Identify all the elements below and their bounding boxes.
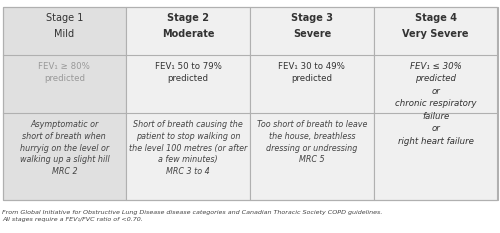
- Text: Too short of breath to leave
the house, breathless
dressing or undressing
MRC 5: Too short of breath to leave the house, …: [256, 120, 367, 164]
- Text: Moderate: Moderate: [162, 29, 214, 39]
- Bar: [2, 7, 126, 200]
- Text: FEV₁ 30 to 49%
predicted: FEV₁ 30 to 49% predicted: [278, 62, 345, 83]
- Text: Stage 2: Stage 2: [167, 13, 209, 23]
- Text: Stage 4: Stage 4: [414, 13, 457, 23]
- Bar: [2, 7, 498, 200]
- Text: From Global Initiative for Obstructive Lung Disease disease categories and Canad: From Global Initiative for Obstructive L…: [2, 210, 383, 222]
- Bar: [250, 7, 374, 200]
- Text: FEV₁ ≤ 30%
predicted
or
chronic respiratory
failure
or
right heart failure: FEV₁ ≤ 30% predicted or chronic respirat…: [395, 62, 476, 146]
- Text: FEV₁ 50 to 79%
predicted: FEV₁ 50 to 79% predicted: [154, 62, 222, 83]
- Text: FEV₁ ≥ 80%
predicted: FEV₁ ≥ 80% predicted: [38, 62, 90, 83]
- Text: Very Severe: Very Severe: [402, 29, 469, 39]
- Bar: [374, 7, 498, 200]
- Text: Asymptomatic or
short of breath when
hurryig on the level or
walking up a slight: Asymptomatic or short of breath when hur…: [20, 120, 109, 176]
- Text: Short of breath causing the
patient to stop walking on
the level 100 metres (or : Short of breath causing the patient to s…: [129, 120, 247, 176]
- Text: Stage 1: Stage 1: [46, 13, 83, 23]
- Bar: [126, 7, 250, 200]
- Text: Mild: Mild: [54, 29, 74, 39]
- Text: Severe: Severe: [293, 29, 331, 39]
- Text: Stage 3: Stage 3: [291, 13, 333, 23]
